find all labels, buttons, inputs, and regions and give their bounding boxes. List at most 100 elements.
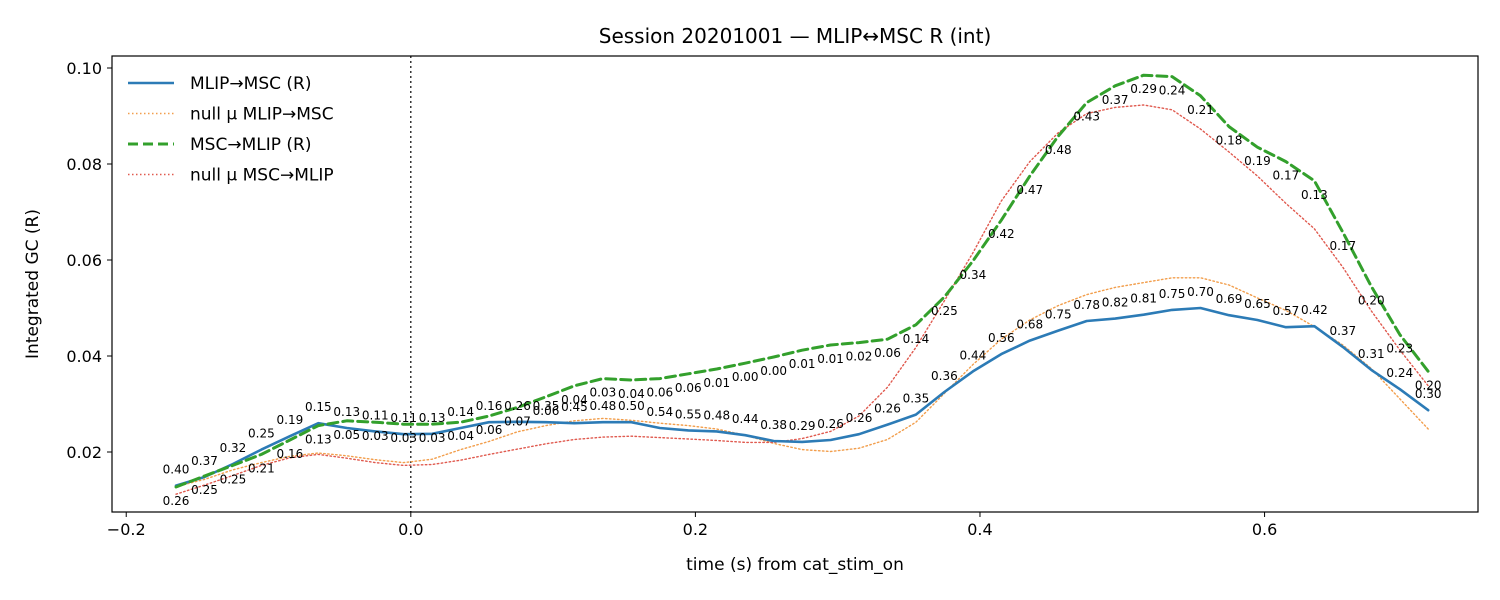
pvalue-label-mlip-msc: 0.81 bbox=[1130, 292, 1157, 306]
pvalue-label-mlip-msc: 0.36 bbox=[931, 369, 958, 383]
pvalue-label-mlip-msc: 0.40 bbox=[163, 463, 190, 477]
x-tick-label: 0.0 bbox=[398, 520, 423, 539]
pvalue-label-mlip-msc: 0.78 bbox=[1073, 298, 1100, 312]
pvalue-label-msc-mlip: 0.00 bbox=[732, 370, 759, 384]
pvalue-label-msc-mlip: 0.04 bbox=[561, 393, 588, 407]
pvalue-label-msc-mlip: 0.19 bbox=[1244, 154, 1271, 168]
pvalue-label-msc-mlip: 0.47 bbox=[1016, 183, 1043, 197]
pvalue-label-mlip-msc: 0.13 bbox=[333, 405, 360, 419]
pvalue-label-mlip-msc: 0.35 bbox=[903, 392, 930, 406]
pvalue-label-mlip-msc: 0.37 bbox=[1329, 324, 1356, 338]
pvalue-label-msc-mlip: 0.00 bbox=[760, 364, 787, 378]
y-tick-label: 0.08 bbox=[66, 155, 102, 174]
pvalue-label-msc-mlip: 0.01 bbox=[789, 357, 816, 371]
y-tick-label: 0.02 bbox=[66, 443, 102, 462]
pvalue-label-msc-mlip: 0.25 bbox=[191, 483, 218, 497]
pvalue-label-msc-mlip: 0.03 bbox=[590, 386, 617, 400]
pvalue-label-mlip-msc: 0.13 bbox=[419, 411, 446, 425]
legend: MLIP→MSC (R) null μ MLIP→MSC MSC→MLIP (R) n… bbox=[128, 74, 334, 186]
x-tick-label: −0.2 bbox=[107, 520, 146, 539]
pvalue-label-msc-mlip: 0.23 bbox=[1386, 341, 1413, 355]
pvalue-label-mlip-msc: 0.69 bbox=[1216, 292, 1243, 306]
pvalue-label-mlip-msc: 0.30 bbox=[1415, 387, 1442, 401]
pvalue-label-msc-mlip: 0.06 bbox=[646, 386, 673, 400]
pvalue-label-mlip-msc: 0.44 bbox=[732, 412, 759, 426]
pvalue-label-msc-mlip: 0.04 bbox=[618, 387, 645, 401]
pvalue-label-mlip-msc: 0.54 bbox=[646, 405, 673, 419]
pvalue-label-msc-mlip: 0.26 bbox=[163, 494, 190, 508]
pvalue-label-msc-mlip: 0.13 bbox=[1301, 188, 1328, 202]
pvalue-label-mlip-msc: 0.35 bbox=[533, 399, 560, 413]
x-axis-label: time (s) from cat_stim_on bbox=[686, 555, 904, 575]
pvalue-label-mlip-msc: 0.11 bbox=[390, 411, 417, 425]
pvalue-label-msc-mlip: 0.42 bbox=[988, 227, 1015, 241]
legend-label-2: MSC→MLIP (R) bbox=[190, 135, 311, 155]
pvalue-label-msc-mlip: 0.20 bbox=[1415, 378, 1442, 392]
y-tick-label: 0.04 bbox=[66, 347, 102, 366]
pvalue-label-mlip-msc: 0.45 bbox=[561, 400, 588, 414]
pvalue-label-mlip-msc: 0.11 bbox=[362, 408, 389, 422]
pvalue-label-mlip-msc: 0.19 bbox=[277, 413, 304, 427]
pvalue-label-mlip-msc: 0.26 bbox=[817, 417, 844, 431]
pvalue-label-msc-mlip: 0.07 bbox=[504, 414, 531, 428]
pvalue-label-mlip-msc: 0.56 bbox=[988, 331, 1015, 345]
pvalue-label-msc-mlip: 0.06 bbox=[874, 346, 901, 360]
pvalue-label-mlip-msc: 0.26 bbox=[846, 411, 873, 425]
pvalue-label-mlip-msc: 0.82 bbox=[1102, 296, 1129, 310]
legend-label-1: null μ MLIP→MSC bbox=[190, 105, 334, 125]
pvalue-label-msc-mlip: 0.03 bbox=[390, 431, 417, 445]
pvalue-label-msc-mlip: 0.17 bbox=[1329, 239, 1356, 253]
series-line-3 bbox=[175, 104, 1429, 495]
x-tick-label: 0.2 bbox=[683, 520, 708, 539]
y-tick-label: 0.10 bbox=[66, 59, 102, 78]
pvalue-label-mlip-msc: 0.15 bbox=[305, 400, 332, 414]
pvalue-label-msc-mlip: 0.02 bbox=[846, 350, 873, 364]
pvalue-label-msc-mlip: 0.21 bbox=[248, 461, 275, 475]
legend-label-3: null μ MSC→MLIP bbox=[190, 166, 334, 186]
pvalue-label-mlip-msc: 0.38 bbox=[760, 418, 787, 432]
pvalue-label-msc-mlip: 0.06 bbox=[476, 423, 503, 437]
pvalue-label-msc-mlip: 0.06 bbox=[533, 404, 560, 418]
pvalue-label-msc-mlip: 0.43 bbox=[1073, 110, 1100, 124]
pvalue-label-msc-mlip: 0.20 bbox=[1358, 293, 1385, 307]
chart-title: Session 20201001 — MLIP↔MSC R (int) bbox=[599, 24, 992, 48]
y-axis-label: Integrated GC (R) bbox=[23, 209, 43, 359]
pvalue-label-mlip-msc: 0.44 bbox=[960, 348, 987, 362]
pvalue-label-mlip-msc: 0.42 bbox=[1301, 303, 1328, 317]
pvalue-label-msc-mlip: 0.21 bbox=[1187, 103, 1214, 117]
pvalue-label-mlip-msc: 0.75 bbox=[1159, 287, 1186, 301]
pvalue-label-msc-mlip: 0.03 bbox=[419, 431, 446, 445]
pvalue-label-msc-mlip: 0.05 bbox=[333, 428, 360, 442]
pvalue-label-msc-mlip: 0.03 bbox=[362, 429, 389, 443]
series-line-2 bbox=[174, 73, 1430, 489]
pvalue-label-msc-mlip: 0.34 bbox=[960, 268, 987, 282]
axes-frame bbox=[111, 55, 1479, 513]
pvalue-label-mlip-msc: 0.31 bbox=[1358, 347, 1385, 361]
pvalue-label-mlip-msc: 0.50 bbox=[618, 399, 645, 413]
pvalue-label-mlip-msc: 0.75 bbox=[1045, 308, 1072, 322]
pvalue-label-mlip-msc: 0.65 bbox=[1244, 297, 1271, 311]
pvalue-label-mlip-msc: 0.68 bbox=[1016, 318, 1043, 332]
pvalue-label-mlip-msc: 0.26 bbox=[504, 399, 531, 413]
x-tick-label: 0.6 bbox=[1252, 520, 1277, 539]
pvalue-label-msc-mlip: 0.17 bbox=[1273, 169, 1300, 183]
pvalue-label-msc-mlip: 0.25 bbox=[931, 304, 958, 318]
pvalue-label-msc-mlip: 0.06 bbox=[675, 381, 702, 395]
pvalue-label-msc-mlip: 0.25 bbox=[220, 472, 247, 486]
series-line-1 bbox=[175, 277, 1429, 488]
pvalue-label-mlip-msc: 0.57 bbox=[1273, 304, 1300, 318]
pvalue-label-msc-mlip: 0.18 bbox=[1216, 134, 1243, 148]
pvalue-label-mlip-msc: 0.14 bbox=[447, 405, 474, 419]
pvalue-label-mlip-msc: 0.48 bbox=[703, 408, 730, 422]
pvalue-label-mlip-msc: 0.32 bbox=[220, 441, 247, 455]
plot-area: 0.400.260.370.250.320.250.250.210.190.16… bbox=[163, 56, 1442, 512]
pvalue-label-mlip-msc: 0.55 bbox=[675, 407, 702, 421]
pvalue-label-mlip-msc: 0.70 bbox=[1187, 285, 1214, 299]
pvalue-label-msc-mlip: 0.14 bbox=[903, 332, 930, 346]
pvalue-label-msc-mlip: 0.24 bbox=[1159, 84, 1186, 98]
pvalue-label-mlip-msc: 0.24 bbox=[1386, 366, 1413, 380]
legend-label-0: MLIP→MSC (R) bbox=[190, 74, 311, 94]
pvalue-label-mlip-msc: 0.25 bbox=[248, 427, 275, 441]
